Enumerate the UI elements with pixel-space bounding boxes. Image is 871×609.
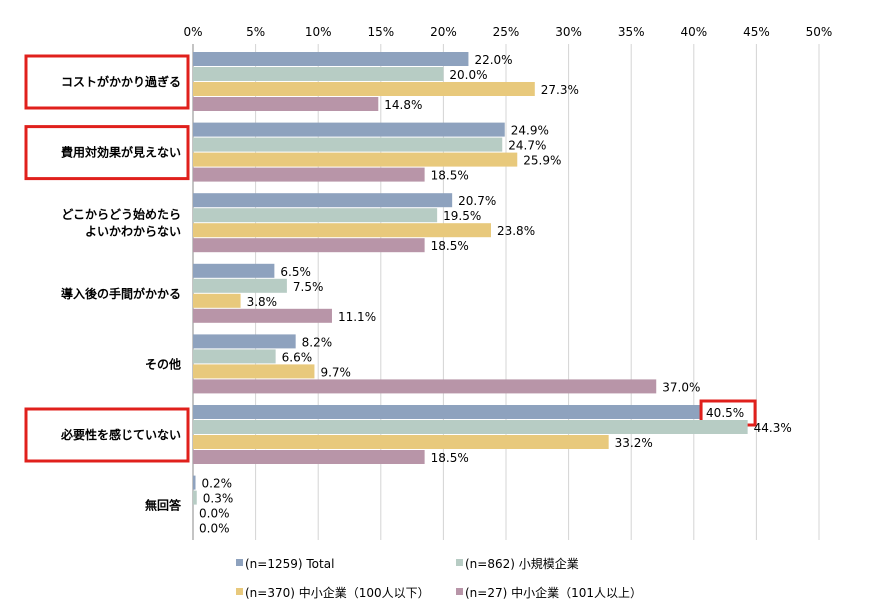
data-label: 6.5% — [280, 265, 311, 279]
x-tick-label: 30% — [555, 25, 582, 39]
category-label: その他 — [145, 356, 181, 371]
bar — [193, 308, 332, 323]
bar — [193, 122, 505, 137]
bar — [193, 137, 503, 152]
legend-label: (n=862) 小規模企業 — [465, 556, 579, 571]
legend-label: (n=1259) Total — [245, 557, 334, 571]
bar — [193, 349, 276, 364]
x-tick-label: 10% — [305, 25, 332, 39]
data-label: 24.7% — [508, 139, 546, 153]
data-label: 23.8% — [497, 224, 535, 238]
bar — [193, 278, 287, 293]
bar — [193, 52, 469, 66]
bar — [193, 420, 748, 434]
data-label: 0.3% — [203, 492, 234, 506]
data-label: 18.5% — [431, 451, 469, 465]
legend-swatch — [236, 588, 243, 595]
category-label: 費用対効果が見えない — [61, 145, 181, 160]
data-label: 14.8% — [384, 98, 422, 112]
data-label: 40.5% — [706, 406, 744, 420]
bar — [193, 435, 609, 449]
category-label: よいかわからない — [85, 225, 181, 239]
data-label: 20.0% — [449, 68, 487, 82]
x-tick-label: 15% — [367, 25, 394, 39]
data-label: 0.0% — [199, 507, 230, 521]
data-label: 0.2% — [202, 477, 233, 491]
data-label: 3.8% — [247, 295, 277, 309]
bar — [193, 193, 453, 208]
bar — [193, 208, 438, 223]
bar — [193, 450, 425, 464]
x-tick-label: 35% — [618, 25, 645, 39]
bar — [193, 67, 444, 81]
category-label: 導入後の手間がかかる — [61, 286, 181, 301]
bar — [193, 490, 197, 505]
data-label: 6.6% — [282, 350, 313, 364]
data-label: 25.9% — [523, 154, 561, 168]
data-label: 20.7% — [458, 194, 496, 208]
data-label: 37.0% — [662, 380, 700, 394]
data-label: 7.5% — [293, 280, 324, 294]
category-label: 無回答 — [145, 498, 182, 513]
bar — [193, 82, 535, 96]
data-label: 44.3% — [754, 421, 792, 435]
legend-swatch — [456, 588, 463, 595]
x-tick-label: 5% — [246, 25, 265, 39]
bar — [193, 238, 425, 253]
category-label: 必要性を感じていない — [60, 427, 181, 442]
bar — [193, 223, 491, 238]
category-label: どこからどう始めたら — [61, 207, 181, 222]
x-tick-label: 50% — [806, 25, 833, 39]
data-label: 8.2% — [302, 335, 333, 349]
data-label: 33.2% — [615, 436, 653, 450]
x-tick-label: 40% — [680, 25, 707, 39]
legend-label: (n=370) 中小企業（100人以下） — [245, 585, 430, 600]
x-tick-label: 0% — [183, 25, 202, 39]
bar — [193, 475, 196, 490]
bar — [193, 97, 379, 111]
data-label: 27.3% — [541, 83, 579, 97]
legend-label: (n=27) 中小企業（101人以上） — [465, 585, 642, 600]
category-highlight-box — [24, 407, 190, 463]
data-label: 18.5% — [431, 169, 469, 183]
data-label: 19.5% — [443, 209, 481, 223]
bar — [193, 334, 296, 349]
bar — [193, 364, 315, 379]
bar — [193, 167, 425, 182]
x-tick-label: 25% — [493, 25, 520, 39]
data-label: 18.5% — [431, 239, 469, 253]
bar — [193, 293, 241, 308]
category-label: コストがかかり過ぎる — [61, 74, 181, 89]
category-highlight-box — [24, 54, 190, 110]
category-highlight-box — [24, 125, 190, 181]
data-label: 11.1% — [338, 310, 376, 324]
legend-swatch — [456, 559, 463, 566]
legend-swatch — [236, 559, 243, 566]
bar — [193, 263, 275, 278]
data-label: 24.9% — [511, 124, 549, 138]
data-label: 22.0% — [474, 53, 512, 67]
bar — [193, 405, 701, 419]
x-tick-label: 45% — [743, 25, 770, 39]
bar — [193, 152, 518, 167]
data-label: 0.0% — [199, 522, 230, 536]
x-tick-label: 20% — [430, 25, 457, 39]
bar — [193, 379, 657, 394]
data-label: 9.7% — [320, 365, 351, 379]
